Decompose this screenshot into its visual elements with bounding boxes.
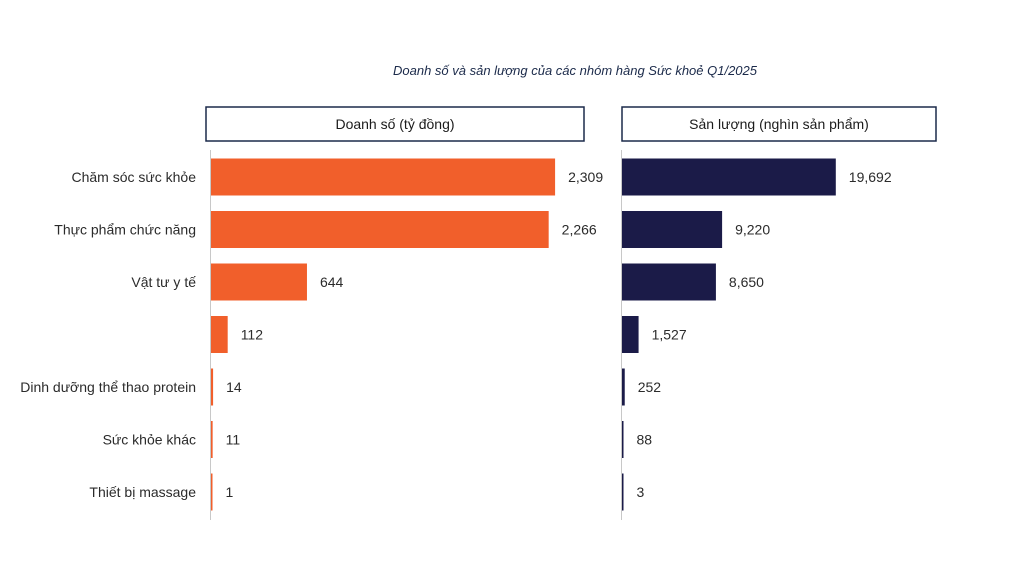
bar-value-label: 1: [226, 484, 234, 500]
bar: [622, 316, 639, 353]
bar: [211, 263, 307, 301]
category-label: Chăm sóc sức khỏe: [71, 169, 196, 185]
bar-value-label: 1,527: [652, 327, 687, 343]
bar: [622, 473, 624, 511]
panel-header-box: [621, 106, 937, 142]
bar: [622, 211, 723, 248]
bar-value-label: 88: [637, 432, 653, 448]
bar-value-label: 644: [320, 274, 344, 290]
bar: [211, 211, 549, 248]
bar: [211, 368, 214, 406]
bar-value-label: 2,266: [562, 222, 597, 238]
category-label: Vật tư y tế: [131, 274, 196, 290]
panel-header-label: Sản lượng (nghìn sản phẩm): [689, 116, 869, 132]
bar-value-label: 9,220: [735, 222, 770, 238]
category-label: Thực phẩm chức năng: [54, 222, 196, 238]
chart-title: Doanh số và sản lượng của các nhóm hàng …: [393, 63, 758, 78]
chart-panels: Chăm sóc sức khỏe Thực phẩm chức năng Vật …: [20, 106, 937, 520]
bar: [211, 316, 228, 353]
panel-header-label: Doanh số (tỷ đồng): [335, 116, 454, 132]
bar-value-label: 14: [226, 379, 242, 395]
bar-value-label: 19,692: [849, 169, 892, 185]
panel-header-box: [205, 106, 585, 142]
bar: [211, 473, 213, 511]
category-label: Thiết bị massage: [89, 484, 196, 500]
bar-value-label: 252: [638, 379, 662, 395]
bar: [622, 263, 716, 301]
bar-value-label: 11: [226, 432, 241, 448]
bar-value-label: 112: [241, 327, 264, 343]
bar-value-label: 3: [637, 484, 645, 500]
bar: [622, 158, 836, 196]
bar-value-label: 2,309: [568, 169, 603, 185]
category-label: Sức khỏe khác: [103, 432, 196, 448]
bar: [622, 368, 625, 406]
bar-value-label: 8,650: [729, 274, 764, 290]
bar: [211, 158, 556, 196]
category-label: Dinh dưỡng thể thao protein: [20, 379, 196, 395]
bar: [211, 421, 213, 458]
panel-2: Sản lượng (nghìn sản phẩm) 19,692 9,220 8,6…: [621, 106, 937, 520]
bar: [622, 421, 624, 458]
